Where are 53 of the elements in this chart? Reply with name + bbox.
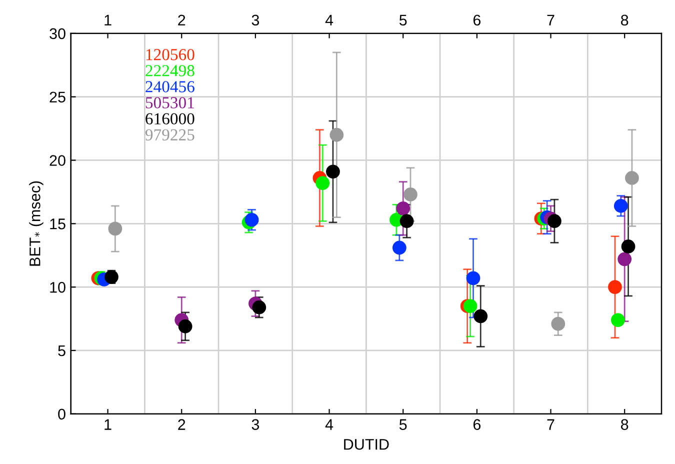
point: [614, 198, 628, 213]
point: [244, 212, 259, 227]
point: [551, 316, 566, 331]
text: 505301: [146, 97, 194, 108]
x2-tick-label: 1: [104, 14, 112, 26]
x-tick-label: 3: [252, 419, 260, 430]
x-tick-label: 4: [325, 419, 334, 430]
point: [404, 188, 418, 202]
text: 120560: [146, 48, 194, 60]
x-tick-label: 1: [104, 419, 112, 430]
y-tick-label: 0: [58, 408, 66, 420]
point: [463, 299, 478, 314]
x-tick-label: 2: [178, 419, 186, 430]
x2-tick-label: 2: [178, 14, 186, 26]
y-tick-label: 30: [50, 28, 66, 40]
y-tick-label: 25: [50, 92, 66, 103]
point: [608, 280, 622, 294]
text: 240456: [146, 81, 194, 92]
point: [474, 309, 488, 324]
point: [396, 201, 410, 216]
point: [466, 271, 480, 286]
point: [621, 240, 636, 254]
point: [326, 164, 340, 179]
x-axis-title: DUTID: [344, 439, 389, 450]
point: [178, 319, 192, 334]
point: [610, 313, 625, 327]
point: [330, 128, 344, 142]
point: [618, 252, 632, 266]
x2-tick-label: 5: [399, 14, 407, 26]
x-tick-label: 6: [473, 419, 481, 430]
x2-tick-label: 3: [252, 14, 260, 26]
point: [316, 176, 330, 190]
y-tick-label: 15: [50, 218, 66, 230]
y-tick-label: 5: [58, 346, 66, 356]
y-axis-title: BET$_{*}$ (msec): [29, 181, 44, 266]
y-tick-label: 20: [50, 155, 66, 166]
point: [548, 214, 562, 228]
x2-tick-label: 6: [473, 14, 481, 26]
point: [392, 240, 406, 255]
y-tick-label: 10: [50, 282, 66, 293]
point: [625, 171, 639, 185]
x2-tick-label: 4: [325, 14, 334, 26]
x-tick-label: 5: [399, 419, 407, 430]
point: [400, 214, 414, 228]
x-tick-label: 7: [547, 419, 554, 430]
text: 616000: [146, 113, 194, 124]
x2-tick-label: 7: [547, 14, 554, 26]
point: [108, 222, 122, 236]
text: 222498: [146, 65, 194, 76]
x2-tick-label: 8: [621, 14, 628, 26]
x-tick-label: 8: [621, 419, 628, 430]
text: 979225: [145, 129, 194, 140]
point: [252, 300, 266, 314]
